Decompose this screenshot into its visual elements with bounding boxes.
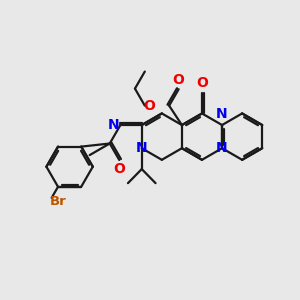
Text: N: N [216,107,228,122]
Text: O: O [113,162,125,176]
Text: N: N [136,141,148,155]
Text: O: O [173,73,184,87]
Text: N: N [108,118,120,132]
Text: O: O [196,76,208,90]
Text: Br: Br [50,195,66,208]
Text: O: O [143,99,155,113]
Text: N: N [216,141,228,155]
